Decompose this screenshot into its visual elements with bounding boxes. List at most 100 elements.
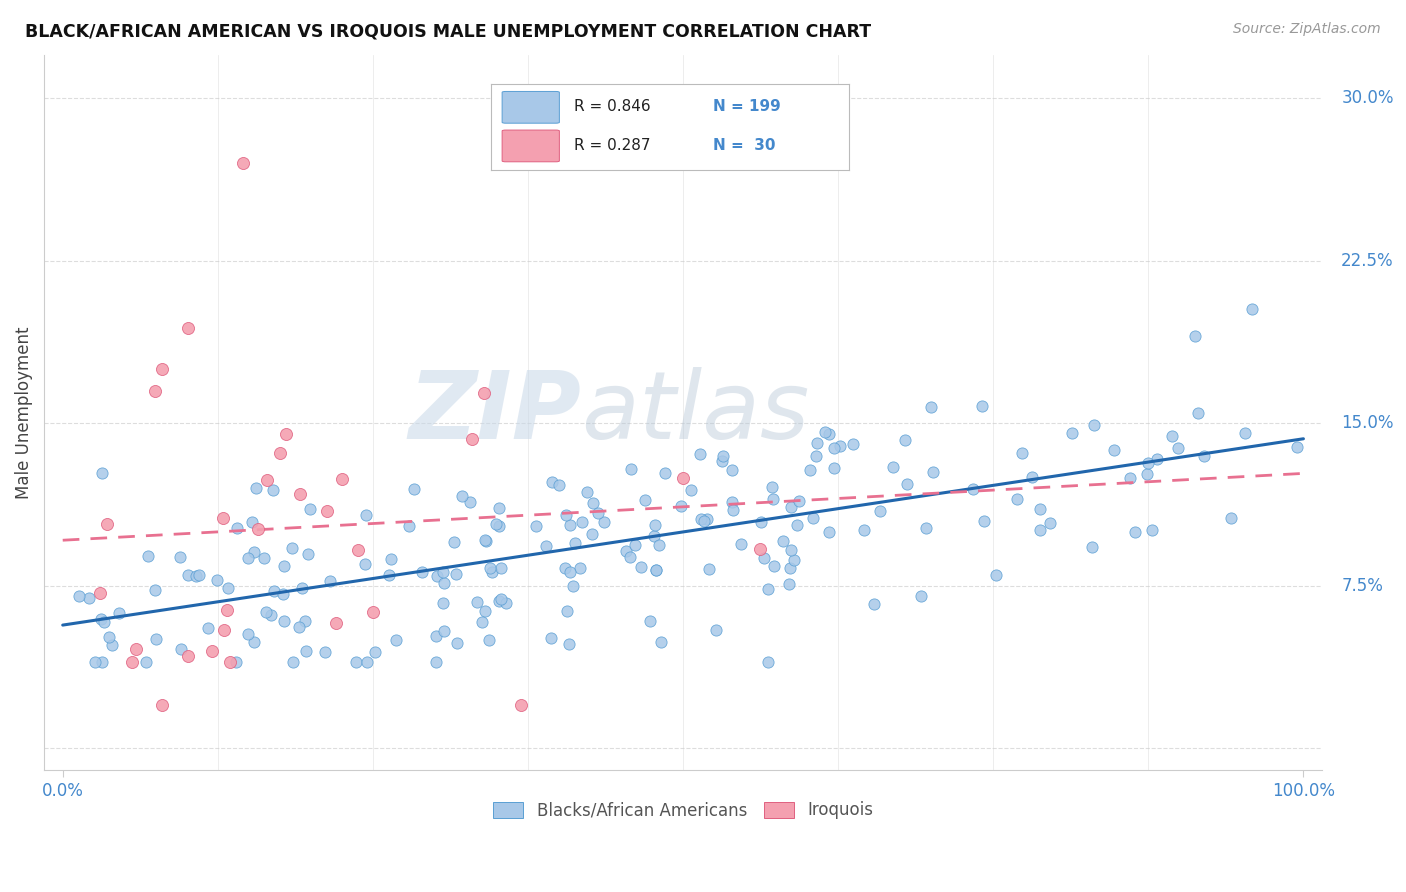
Point xyxy=(177,568,200,582)
Point xyxy=(273,558,295,573)
Point xyxy=(1146,451,1168,466)
Point xyxy=(720,463,742,477)
Point xyxy=(446,635,468,649)
Point xyxy=(693,514,716,528)
Point xyxy=(280,541,302,555)
Point xyxy=(197,621,219,635)
Point xyxy=(361,605,384,619)
Point xyxy=(634,492,657,507)
Point xyxy=(378,568,401,582)
Point xyxy=(557,604,579,618)
Point xyxy=(474,533,496,548)
Point xyxy=(786,517,808,532)
Point xyxy=(630,560,652,574)
Point xyxy=(787,493,810,508)
Point xyxy=(564,536,586,550)
Point xyxy=(212,510,235,524)
Point xyxy=(624,538,647,552)
Point xyxy=(828,439,851,453)
Point xyxy=(269,445,291,459)
Point xyxy=(1285,441,1308,455)
Point xyxy=(325,615,347,630)
Point xyxy=(143,583,166,598)
Point xyxy=(818,427,841,442)
Point xyxy=(176,648,198,663)
Point xyxy=(620,462,643,476)
Point xyxy=(1123,524,1146,539)
Point xyxy=(1240,301,1263,316)
Point xyxy=(170,641,193,656)
Point xyxy=(314,645,336,659)
Point xyxy=(125,642,148,657)
Point xyxy=(225,521,247,535)
Point xyxy=(1167,441,1189,455)
Point xyxy=(586,506,609,520)
Point xyxy=(648,538,671,552)
Point xyxy=(298,501,321,516)
Point xyxy=(96,516,118,531)
Point xyxy=(1083,417,1105,432)
Point xyxy=(77,591,100,605)
Point xyxy=(346,542,368,557)
Point xyxy=(443,535,465,549)
Point xyxy=(263,584,285,599)
Point xyxy=(344,655,367,669)
Point xyxy=(558,518,581,533)
Point xyxy=(582,496,605,510)
Point xyxy=(1039,516,1062,531)
Point xyxy=(752,550,775,565)
Point xyxy=(973,514,995,528)
Point xyxy=(485,516,508,531)
Point xyxy=(1184,329,1206,343)
Point xyxy=(510,698,533,712)
Point xyxy=(288,619,311,633)
Point xyxy=(804,450,827,464)
Point xyxy=(762,558,785,573)
Point xyxy=(150,698,173,712)
Point xyxy=(562,578,585,592)
Point xyxy=(896,476,918,491)
Point xyxy=(713,449,735,463)
Point xyxy=(93,615,115,629)
Point xyxy=(823,441,845,455)
Text: atlas: atlas xyxy=(581,368,808,458)
Point xyxy=(364,645,387,659)
Y-axis label: Male Unemployment: Male Unemployment xyxy=(15,326,32,499)
Point xyxy=(433,624,456,639)
Point xyxy=(488,594,510,608)
Point xyxy=(380,552,402,566)
Point xyxy=(863,597,886,611)
Point xyxy=(83,655,105,669)
Point xyxy=(547,477,569,491)
Point xyxy=(446,566,468,581)
Point xyxy=(1104,443,1126,458)
Point xyxy=(256,605,278,619)
Point xyxy=(89,586,111,600)
Point xyxy=(679,483,702,497)
Point xyxy=(1062,426,1084,441)
Point xyxy=(243,634,266,648)
Point xyxy=(619,549,641,564)
Point xyxy=(489,591,512,606)
Point xyxy=(354,558,377,572)
Point xyxy=(316,504,339,518)
Point xyxy=(432,565,454,579)
Point xyxy=(806,436,828,450)
Point xyxy=(465,595,488,609)
Point xyxy=(720,495,742,509)
Point xyxy=(643,529,665,543)
Point xyxy=(571,515,593,529)
Point xyxy=(1233,425,1256,440)
Point xyxy=(90,466,112,480)
Point xyxy=(1119,471,1142,485)
Point xyxy=(232,156,254,170)
Point xyxy=(356,655,378,669)
Point xyxy=(1142,523,1164,537)
Point xyxy=(107,606,129,620)
Point xyxy=(852,524,875,538)
Point xyxy=(1136,467,1159,481)
Point xyxy=(540,631,562,645)
Point xyxy=(696,512,718,526)
Point xyxy=(121,655,143,669)
Point xyxy=(921,465,943,479)
